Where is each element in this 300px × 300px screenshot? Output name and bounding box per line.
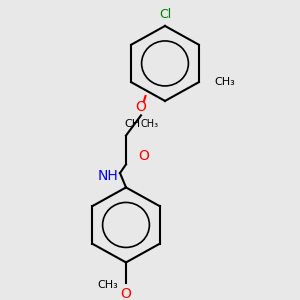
Text: O: O [139, 149, 149, 163]
Text: CH₃: CH₃ [214, 77, 236, 87]
Text: O: O [136, 100, 146, 114]
Text: CH: CH [124, 119, 140, 129]
Text: Cl: Cl [159, 8, 171, 21]
Text: CH₃: CH₃ [141, 119, 159, 129]
Text: CH₃: CH₃ [98, 280, 118, 290]
Text: NH: NH [98, 169, 118, 183]
Text: O: O [121, 287, 131, 300]
